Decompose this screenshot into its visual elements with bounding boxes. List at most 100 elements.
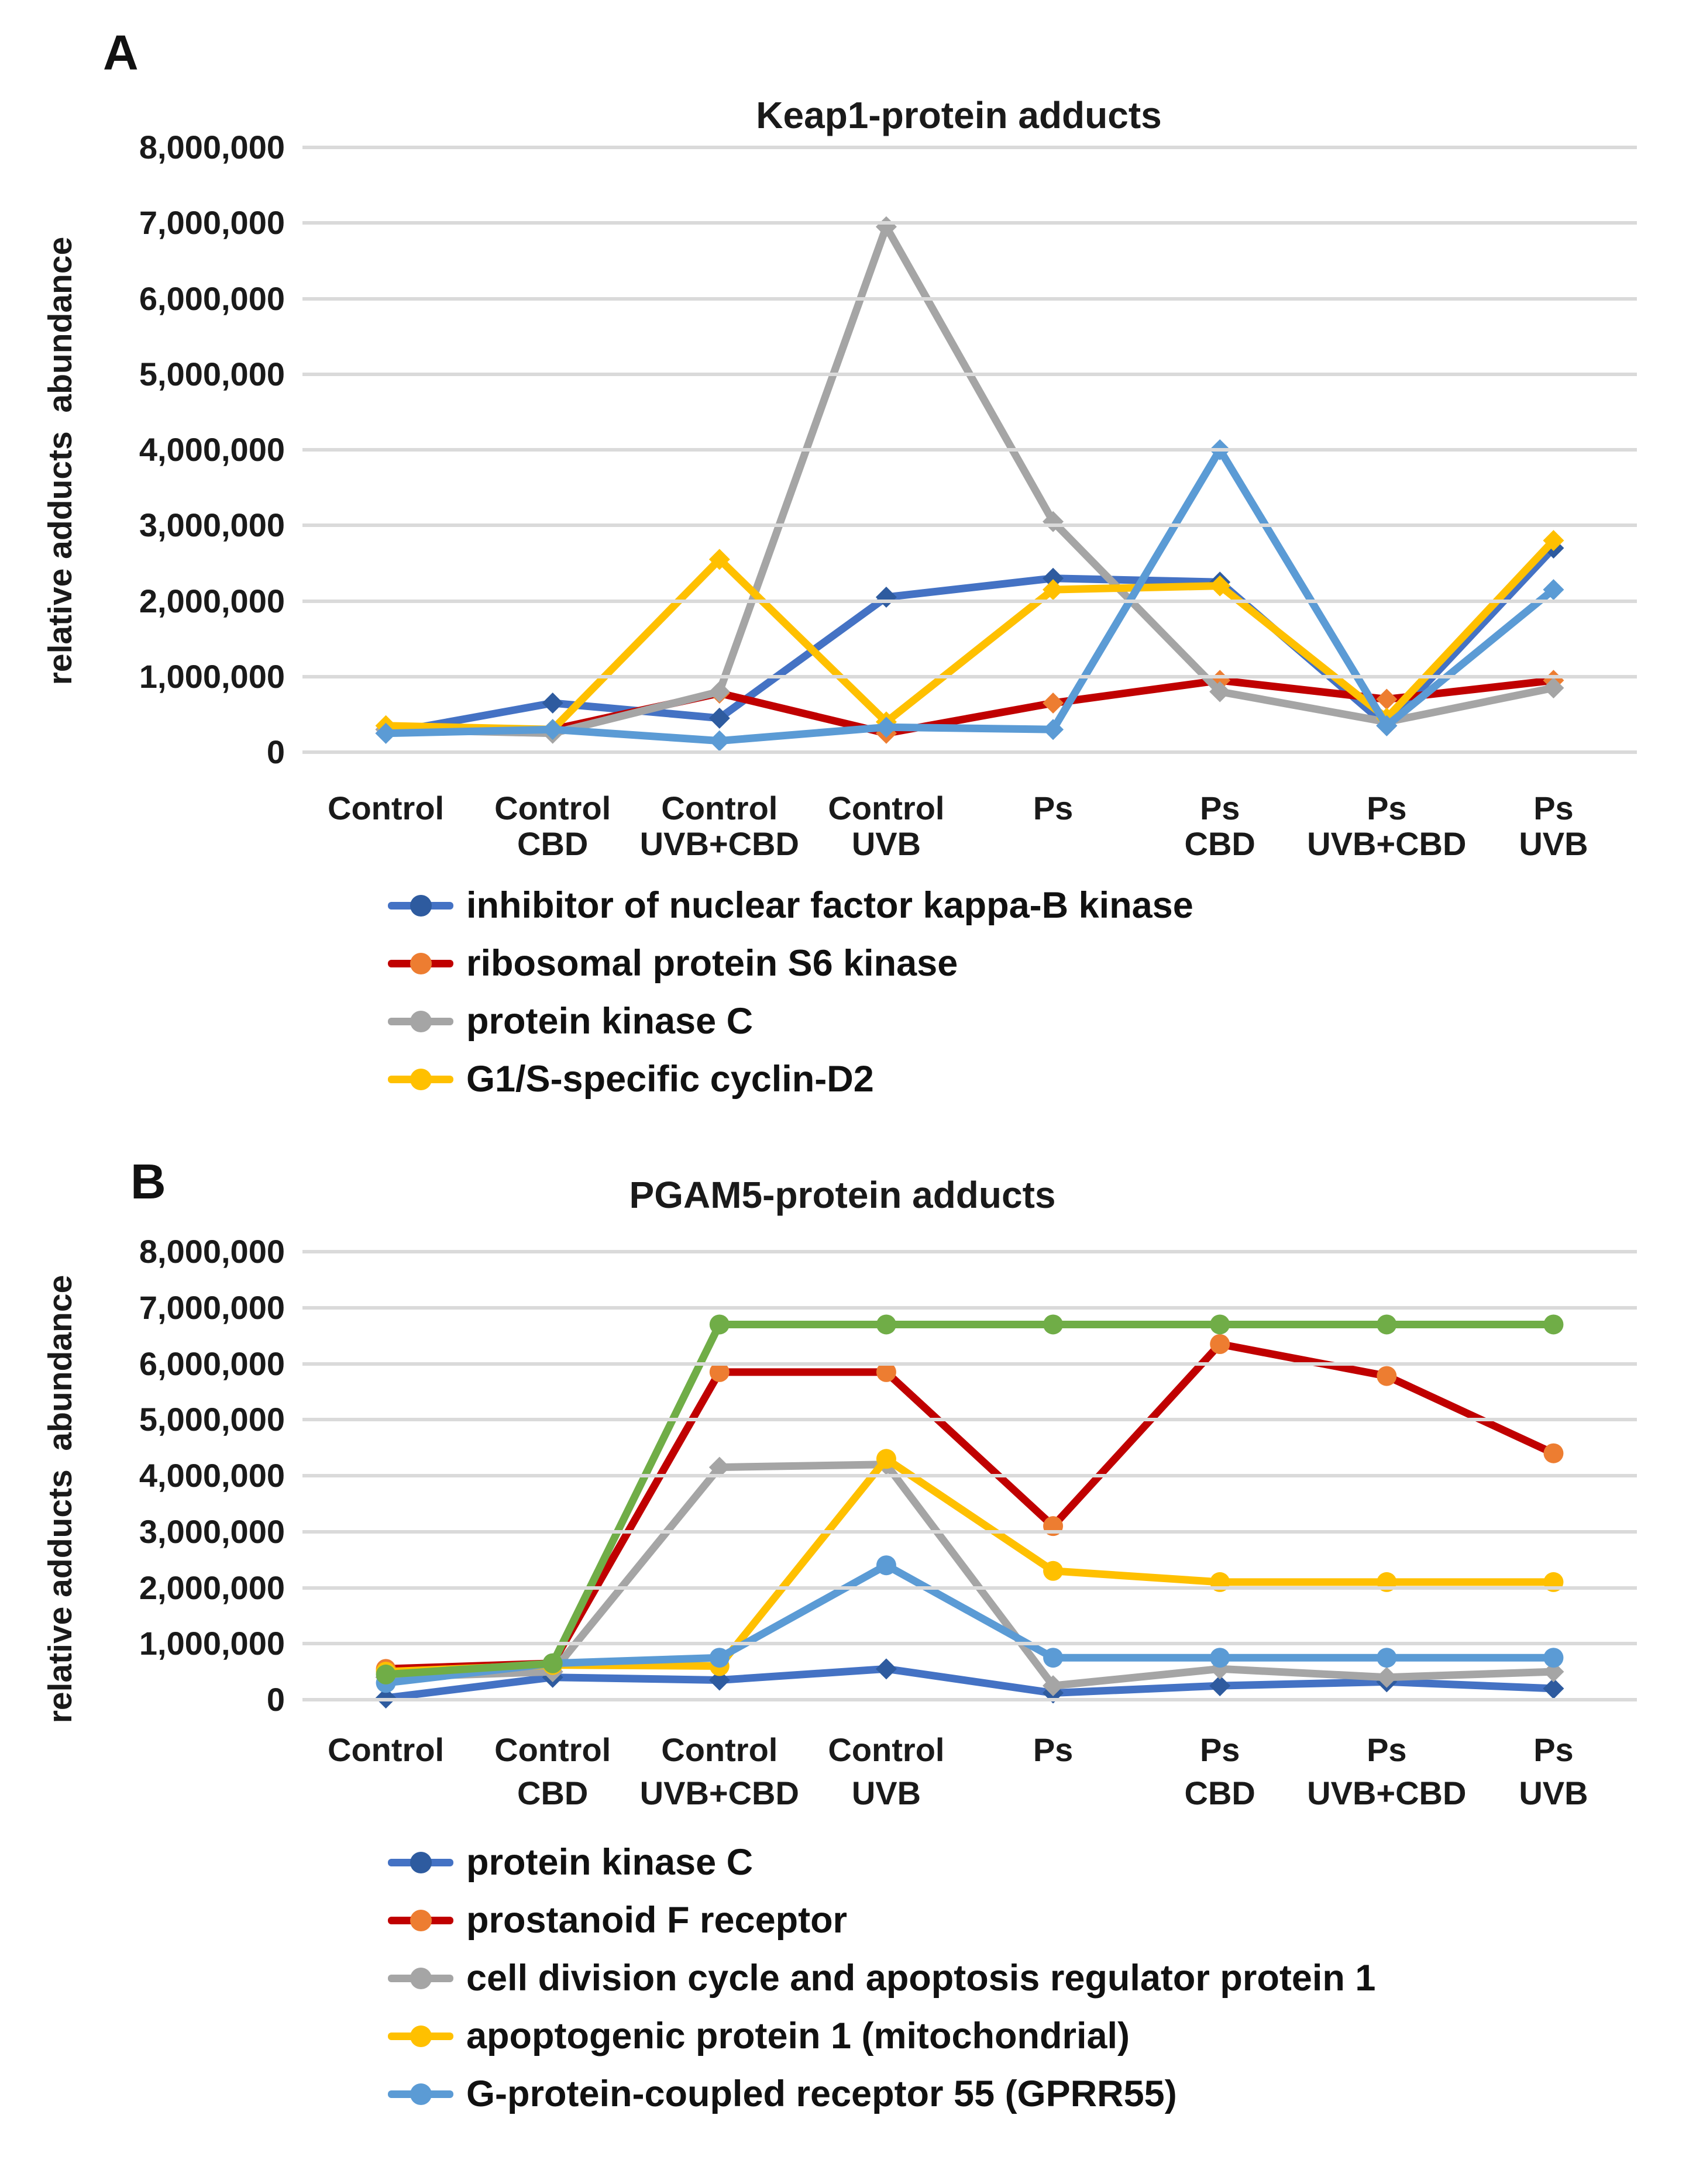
data-point-marker: [542, 722, 563, 744]
gridline: [302, 221, 1637, 225]
legend-item: prostanoid F receptor: [388, 1891, 847, 1949]
plot-area: [302, 1250, 1637, 1709]
legend-dot-icon: [410, 1852, 432, 1873]
data-point-marker: [376, 1662, 396, 1682]
data-point-marker: [542, 692, 563, 714]
data-point-marker: [709, 1314, 730, 1335]
legend-item: ribosomal protein S6 kinase: [388, 934, 958, 993]
series-line: [385, 1561, 1554, 1687]
series-line: [386, 1460, 1554, 1690]
data-point-marker: [875, 1453, 897, 1475]
x-category-sublabel: UVB: [1519, 825, 1588, 862]
y-tick-label: 6,000,000: [139, 280, 285, 317]
x-category-label: Ps: [1533, 790, 1574, 826]
series-line: [386, 1321, 1554, 1679]
gridline: [302, 1418, 1637, 1422]
data-point-marker: [1043, 511, 1064, 532]
data-point-marker: [1376, 707, 1398, 729]
y-tick-label: 8,000,000: [139, 1233, 285, 1270]
panel-label: A: [103, 25, 139, 80]
data-point-marker: [1209, 670, 1231, 691]
data-point-marker: [1210, 1314, 1230, 1335]
data-point-marker: [1210, 1572, 1230, 1592]
data-point-marker: [1043, 1516, 1064, 1537]
series-plot-svg: [375, 216, 1564, 752]
y-tick-label: 5,000,000: [139, 355, 285, 392]
data-point-marker: [1210, 1334, 1230, 1354]
data-point-marker: [708, 707, 730, 729]
legend-label: G1/S-specific cyclin-D2: [466, 1059, 874, 1100]
legend-item: G1/S-specific cyclin-D2: [388, 1050, 874, 1108]
data-point-marker: [709, 1648, 730, 1668]
x-category-sublabel: CBD: [517, 1775, 589, 1811]
legend-dot-icon: [410, 895, 432, 917]
data-point-marker: [1043, 1682, 1064, 1704]
y-axis-title: relative adducts abundance: [42, 1274, 79, 1724]
data-point-marker: [375, 1687, 397, 1709]
legend-label: G-protein-coupled receptor 55 (GPRR55): [466, 2073, 1177, 2114]
data-point-marker: [1543, 1314, 1564, 1335]
data-point-marker: [1209, 681, 1231, 702]
gridline: [302, 599, 1637, 603]
data-point-marker: [875, 722, 897, 744]
x-category-sublabel: [302, 821, 469, 867]
data-point-marker: [709, 1362, 730, 1382]
legend-label: protein kinase C: [466, 1842, 754, 1883]
x-category-sublabel: [970, 821, 1137, 867]
x-category-sublabel: UVB: [851, 1775, 921, 1811]
data-point-marker: [1543, 670, 1564, 691]
y-tick-label: 7,000,000: [139, 1289, 285, 1326]
series-line: [386, 1340, 1556, 1673]
x-category-label: Ps: [1367, 1731, 1407, 1768]
data-point-marker: [708, 549, 730, 570]
data-point-marker: [1543, 530, 1564, 552]
data-point-marker: [542, 1666, 563, 1688]
series-line: [386, 676, 1554, 738]
data-point-marker: [542, 1653, 563, 1673]
data-point-marker: [1543, 579, 1564, 601]
x-category-sublabel: UVB+CBD: [639, 1775, 799, 1811]
data-point-marker: [1209, 439, 1231, 460]
legend-label: cell division cycle and apoptosis regula…: [466, 1958, 1376, 1999]
legend-line-icon: [388, 2090, 453, 2098]
data-point-marker: [376, 1659, 396, 1679]
data-point-marker: [876, 1314, 896, 1335]
data-point-marker: [542, 719, 563, 740]
data-point-marker: [542, 1653, 563, 1673]
data-point-marker: [1209, 575, 1231, 597]
x-category-sublabel: UVB: [851, 825, 921, 862]
legend-label: inhibitor of nuclear factor kappa-B kina…: [466, 885, 1193, 926]
legend-series-marker-icon: [388, 949, 453, 977]
x-category-label: Control: [494, 1731, 611, 1768]
legend-item: G-protein-coupled receptor 55 (GPRR55): [388, 2065, 1177, 2123]
x-category-label: Control: [661, 790, 778, 826]
data-point-marker: [375, 719, 397, 740]
x-category-sublabel: CBD: [517, 825, 589, 862]
gridline: [302, 1698, 1637, 1701]
x-category-sublabel: [970, 1770, 1137, 1817]
x-category-label: Control: [328, 1731, 445, 1768]
data-point-marker: [1377, 1648, 1397, 1668]
x-category-label: Ps: [1033, 790, 1074, 826]
legend-dot-icon: [410, 1011, 432, 1032]
data-point-marker: [1043, 579, 1064, 601]
legend-item: apoptogenic protein 1 (mitochondrial): [388, 2007, 1130, 2065]
data-point-marker: [1376, 1671, 1398, 1693]
gridline: [302, 1530, 1637, 1534]
data-point-marker: [1043, 1561, 1064, 1581]
data-point-marker: [1543, 1661, 1564, 1683]
gridline: [302, 372, 1637, 376]
data-point-marker: [1209, 1658, 1231, 1680]
gridline: [302, 1586, 1637, 1590]
data-point-marker: [1210, 1648, 1230, 1668]
x-category-label: Ps: [1033, 1731, 1074, 1768]
series-line: [385, 545, 1557, 738]
series-line: [386, 446, 1556, 745]
legend-line-icon: [388, 1975, 453, 1982]
series-line: [386, 1455, 1554, 1676]
x-category-label: Ps: [1367, 790, 1407, 826]
x-category-sublabel: UVB+CBD: [639, 825, 799, 862]
data-point-marker: [875, 1658, 897, 1680]
gridline: [302, 146, 1637, 149]
